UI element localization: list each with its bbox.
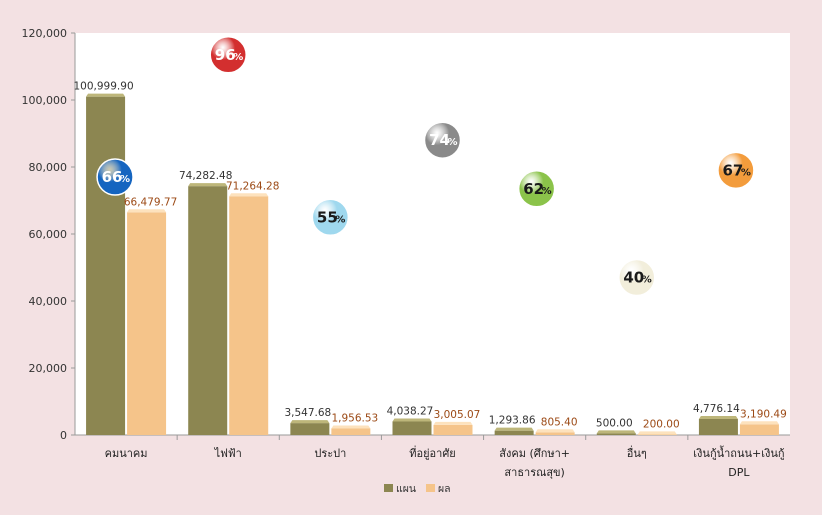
percent-badge-unit: % xyxy=(447,137,457,148)
data-label: 805.40 xyxy=(541,416,578,428)
bar-top xyxy=(229,193,269,197)
bar-top xyxy=(290,420,330,424)
bar-plan xyxy=(698,418,738,435)
percent-badge-unit: % xyxy=(542,186,552,197)
data-label: 4,038.27 xyxy=(387,405,434,417)
legend-swatch xyxy=(384,484,393,492)
bar-top xyxy=(698,415,738,419)
bar-result xyxy=(229,196,269,435)
data-label: 3,547.68 xyxy=(284,407,331,419)
data-label: 71,264.28 xyxy=(226,180,279,192)
percent-badge xyxy=(517,170,556,208)
percent-badge xyxy=(311,198,350,236)
data-label: 4,776.14 xyxy=(693,403,740,415)
percent-badge-value: 66 xyxy=(102,168,123,186)
legend-label: ผล xyxy=(438,483,451,495)
data-label: 1,293.86 xyxy=(489,415,536,427)
bar-plan xyxy=(86,96,126,436)
bar-plan xyxy=(596,433,636,435)
x-tick-label: อื่นๆ xyxy=(627,445,647,460)
bar-top xyxy=(433,421,473,425)
percent-badge-unit: % xyxy=(120,174,130,185)
y-tick-label: 60,000 xyxy=(29,228,68,241)
bar-top xyxy=(392,418,432,422)
data-label: 66,479.77 xyxy=(124,196,177,208)
bar-plan xyxy=(188,186,228,435)
x-tick-label: ไฟฟ้า xyxy=(214,447,242,460)
data-label: 100,999.90 xyxy=(74,81,134,93)
bar-top xyxy=(739,421,779,425)
bar-top xyxy=(86,93,126,97)
y-tick-label: 80,000 xyxy=(29,161,68,174)
data-label: 200.00 xyxy=(643,418,680,430)
x-tick-label: เงินกู้น้ำถนน+เงินกู้ xyxy=(693,445,784,460)
percent-badge-value: 40 xyxy=(623,269,644,287)
percent-badge-value: 74 xyxy=(429,131,450,149)
x-tick-label: คมนาคม xyxy=(105,447,148,460)
y-tick-label: 0 xyxy=(60,429,67,442)
x-tick-label: DPL xyxy=(728,466,750,479)
percent-badge xyxy=(96,158,134,196)
percent-badge xyxy=(618,258,656,297)
bar-result xyxy=(127,212,167,435)
bar-top xyxy=(637,431,677,435)
percent-badge xyxy=(423,121,462,159)
legend-swatch xyxy=(426,484,435,492)
percent-badge-value: 67 xyxy=(722,161,743,179)
bar-top xyxy=(188,183,228,187)
bar-result xyxy=(739,424,779,435)
percent-badge-unit: % xyxy=(642,275,652,286)
x-tick-label: ที่อยู่อาศัย xyxy=(409,445,456,460)
x-tick-label: สาธารณสุข) xyxy=(504,466,564,479)
plot-area xyxy=(75,33,790,435)
y-tick-label: 20,000 xyxy=(29,362,68,375)
data-label: 500.00 xyxy=(596,417,633,429)
bar-result xyxy=(637,434,677,435)
bar-top xyxy=(127,209,167,213)
bar-result xyxy=(535,432,575,435)
x-tick-label: ประปา xyxy=(314,447,346,460)
percent-badge-unit: % xyxy=(233,52,243,63)
percent-badge xyxy=(209,36,247,74)
x-tick-label: สังคม (ศึกษา+ xyxy=(499,447,570,460)
y-tick-label: 120,000 xyxy=(22,27,68,40)
bar-result xyxy=(433,424,473,435)
bar-plan xyxy=(392,421,432,435)
bar-top xyxy=(494,427,534,431)
y-tick-label: 40,000 xyxy=(29,295,68,308)
data-label: 74,282.48 xyxy=(179,170,232,182)
data-label: 3,190.49 xyxy=(740,408,787,420)
data-label: 3,005.07 xyxy=(434,409,481,421)
bar-plan xyxy=(494,430,534,435)
data-label: 1,956.53 xyxy=(331,412,378,424)
bar-top xyxy=(535,429,575,433)
legend-label: แผน xyxy=(396,483,416,495)
percent-badge-value: 55 xyxy=(317,208,338,226)
bar-top xyxy=(596,430,636,434)
bar-result xyxy=(331,428,371,435)
percent-badge-unit: % xyxy=(335,214,345,225)
percent-badge-value: 62 xyxy=(523,180,544,198)
y-tick-label: 100,000 xyxy=(22,94,68,107)
percent-badge xyxy=(717,151,755,190)
bar-top xyxy=(331,425,371,429)
bar-plan xyxy=(290,423,330,435)
percent-badge-value: 96 xyxy=(215,46,236,64)
percent-badge-unit: % xyxy=(741,167,751,178)
